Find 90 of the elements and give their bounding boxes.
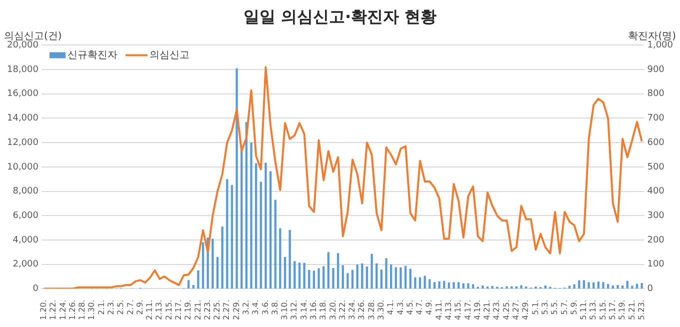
- y2-tick-label: 500: [647, 162, 665, 172]
- x-tick-label: 1.28.: [78, 300, 87, 320]
- y2-tick-label: 200: [647, 235, 665, 246]
- y2-tick-label: 700: [647, 114, 665, 124]
- x-tick-label: 5.3.: [540, 300, 550, 315]
- x-tick-label: 2.1.: [96, 300, 106, 315]
- x-tick-label: 5.21.: [627, 300, 636, 320]
- x-tick-label: 5.23.: [636, 300, 646, 320]
- x-tick-label: 2.21.: [193, 300, 202, 320]
- y2-tick-label: 0: [647, 284, 654, 294]
- x-tick-label: 5.9.: [569, 300, 578, 315]
- x-tick-label: 1.26.: [68, 300, 77, 320]
- x-tick-label: 5.13.: [588, 300, 598, 320]
- x-tick-label: 5.1.: [530, 300, 540, 315]
- y2-tick-label: 1,000: [647, 40, 674, 51]
- y-tick-label: 20,000: [6, 40, 39, 51]
- x-tick-label: 4.29.: [521, 300, 530, 320]
- x-tick-label: 2.19.: [184, 300, 193, 320]
- x-tick-label: 5.7.: [560, 300, 569, 315]
- y2-tick-label: 600: [647, 138, 665, 148]
- x-tick-label: 4.5.: [405, 300, 414, 315]
- y-tick-label: 18,000: [6, 64, 39, 75]
- x-tick-label: 4.21.: [482, 300, 492, 320]
- x-tick-label: 4.19.: [472, 300, 482, 320]
- x-tick-label: 2.27.: [222, 300, 232, 320]
- x-tick-label: 3.14.: [299, 300, 308, 320]
- x-tick-label: 3.28.: [366, 300, 376, 320]
- y-tick-label: 0: [32, 284, 39, 294]
- x-tick-label: 3.26.: [357, 300, 366, 320]
- y2-tick-label: 800: [647, 89, 665, 100]
- x-tick-label: 2.23.: [202, 300, 212, 320]
- x-tick-label: 3.8.: [270, 300, 280, 315]
- x-tick-label: 2.13.: [154, 300, 164, 320]
- x-tick-label: 3.24.: [348, 300, 357, 320]
- x-tick-label: 2.17.: [174, 300, 183, 320]
- x-tick-label: 1.22.: [48, 300, 58, 320]
- x-tick-label: 4.1.: [386, 300, 396, 315]
- x-tick-label: 4.13.: [444, 300, 454, 320]
- y2-tick-label: 100: [647, 260, 665, 270]
- x-tick-label: 2.3.: [106, 300, 116, 315]
- x-tick-label: 3.20.: [328, 300, 338, 320]
- x-tick-label: 4.23.: [492, 300, 502, 320]
- x-tick-label: 5.15.: [598, 300, 608, 320]
- x-tick-label: 1.30.: [87, 300, 96, 320]
- x-tick-label: 3.6.: [260, 300, 270, 315]
- x-tick-label: 5.5.: [550, 300, 560, 315]
- x-tick-label: 2.11.: [145, 300, 154, 320]
- x-tick-label: 5.11.: [579, 300, 588, 320]
- x-tick-label: 5.17.: [608, 300, 617, 320]
- x-tick-label: 3.4.: [251, 300, 260, 315]
- x-tick-label: 4.15.: [454, 300, 463, 320]
- x-tick-label: 4.27.: [512, 300, 521, 320]
- x-tick-label: 4.7.: [415, 300, 424, 315]
- y2-axis-title: 확진자(명): [628, 30, 676, 42]
- chart-title: 일일 의심신고·확진자 현황: [243, 6, 437, 26]
- x-tick-label: 4.3.: [396, 300, 405, 315]
- x-tick-label: 4.17.: [463, 300, 472, 320]
- x-tick-label: 3.18.: [318, 300, 328, 320]
- x-tick-label: 2.29.: [232, 300, 241, 320]
- legend-label: 의심신고: [149, 50, 190, 61]
- y-tick-label: 8,000: [12, 186, 39, 197]
- x-tick-label: 4.11.: [434, 300, 444, 320]
- y2-tick-label: 900: [647, 64, 665, 75]
- y2-tick-label: 300: [647, 210, 665, 221]
- y2-tick-label: 400: [647, 186, 665, 197]
- x-tick-label: 2.15.: [164, 300, 174, 320]
- y-tick-label: 4,000: [12, 235, 39, 246]
- y-tick-label: 14,000: [6, 114, 39, 124]
- x-tick-label: 3.30.: [376, 300, 386, 320]
- x-tick-label: 2.7.: [126, 300, 135, 315]
- x-tick-label: 1.24.: [58, 300, 68, 320]
- x-tick-label: 2.25.: [212, 300, 222, 320]
- x-tick-label: 1.20.: [38, 300, 48, 320]
- x-tick-label: 5.19.: [618, 300, 627, 320]
- x-tick-label: 2.9.: [135, 300, 144, 315]
- y-tick-label: 12,000: [6, 138, 39, 148]
- x-tick-label: 3.16.: [309, 300, 318, 320]
- x-tick-label: 3.12.: [290, 300, 299, 320]
- x-tick-label: 4.25.: [502, 300, 511, 320]
- x-tick-label: 3.2.: [242, 300, 250, 315]
- y-axis-title: 의심신고(건): [4, 30, 62, 42]
- x-tick-label: 4.9.: [424, 300, 434, 315]
- legend-label: 신규확진자: [67, 50, 118, 61]
- y-tick-label: 6,000: [12, 210, 39, 221]
- y-tick-label: 16,000: [6, 89, 39, 100]
- y-tick-label: 2,000: [12, 260, 39, 270]
- x-tick-label: 3.10.: [280, 300, 290, 320]
- x-tick-label: 2.5.: [116, 300, 126, 315]
- x-tick-label: 3.22.: [338, 300, 347, 320]
- y-tick-label: 10,000: [6, 162, 39, 172]
